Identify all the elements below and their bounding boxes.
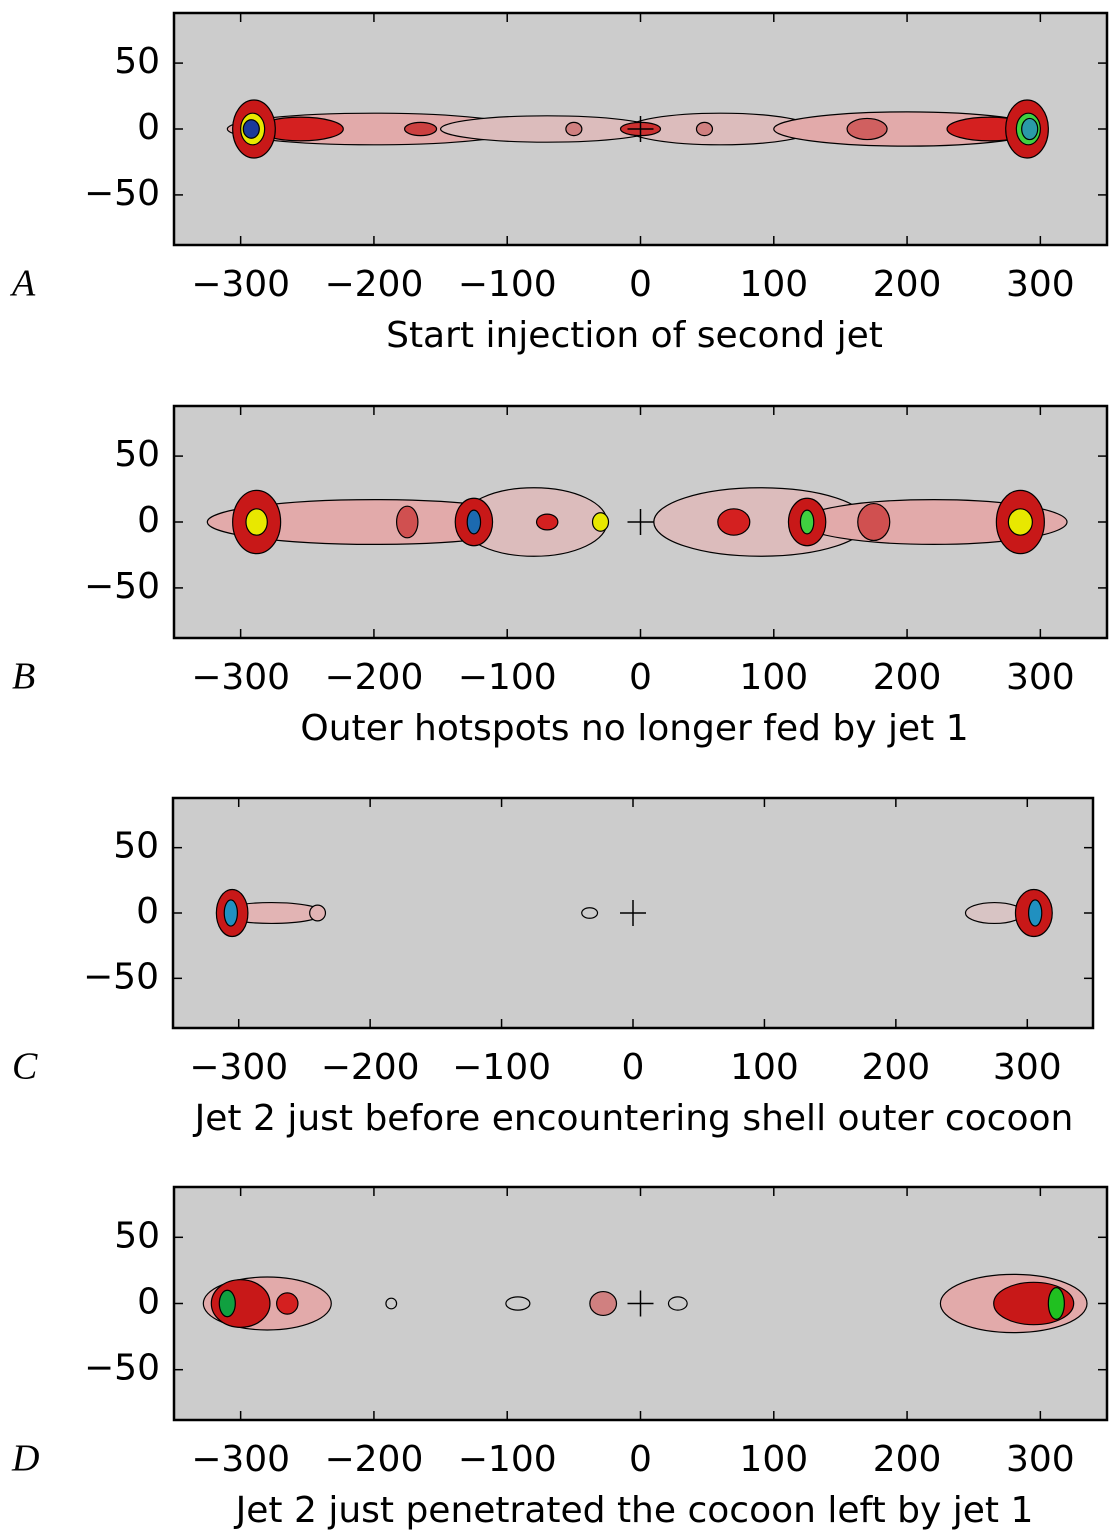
y-tick-label: −50	[84, 1348, 160, 1389]
x-tick-label: −200	[324, 657, 423, 698]
image-layer	[206, 487, 1068, 557]
panel-letter: C	[12, 1046, 38, 1088]
emission-region	[535, 513, 559, 531]
x-tick-label: −200	[324, 264, 423, 305]
emission-region	[964, 901, 1024, 925]
x-tick-label: 0	[629, 657, 652, 698]
y-tick-label: 0	[137, 1282, 160, 1323]
emission-region	[1027, 899, 1043, 927]
x-tick-label: −300	[189, 1047, 288, 1088]
image-layer	[215, 888, 1053, 938]
y-tick-label: −50	[84, 566, 160, 607]
x-tick-label: 300	[1006, 657, 1075, 698]
core-marker	[627, 1290, 654, 1317]
emission-region	[846, 117, 888, 141]
core-marker	[627, 509, 654, 535]
emission-region	[799, 509, 815, 535]
x-axis-label: Jet 2 just penetrated the cocoon left by…	[234, 1490, 1034, 1531]
emission-region	[242, 119, 260, 139]
emission-region	[403, 121, 438, 137]
panel-letter: A	[9, 263, 36, 305]
x-tick-label: 300	[993, 1047, 1062, 1088]
y-tick-label: 50	[113, 826, 159, 867]
x-tick-label: 300	[1006, 264, 1075, 305]
x-tick-label: −100	[458, 1439, 557, 1480]
x-tick-label: 200	[873, 657, 942, 698]
y-tick-label: 0	[137, 107, 160, 148]
x-tick-label: 200	[873, 264, 942, 305]
x-tick-label: −100	[458, 264, 557, 305]
emission-region	[466, 509, 482, 535]
emission-region	[223, 899, 238, 927]
x-axis-label: Jet 2 just before encountering shell out…	[193, 1098, 1074, 1139]
x-tick-label: −300	[191, 657, 290, 698]
emission-region	[717, 508, 751, 536]
y-tick-label: 50	[114, 434, 160, 475]
x-tick-label: 300	[1006, 1439, 1075, 1480]
y-tick-label: −50	[84, 173, 160, 214]
emission-region	[591, 512, 610, 532]
image-layer	[226, 99, 1049, 159]
emission-region	[385, 1297, 398, 1310]
emission-region	[1021, 117, 1039, 141]
emission-region	[395, 505, 419, 539]
emission-region	[581, 907, 599, 919]
x-tick-label: 0	[629, 1439, 652, 1480]
y-tick-label: 0	[137, 500, 160, 541]
emission-region	[505, 1296, 531, 1311]
panel-letter: B	[12, 656, 35, 698]
x-tick-label: 100	[739, 264, 808, 305]
emission-region	[565, 121, 583, 137]
emission-region	[857, 502, 891, 542]
emission-region	[1047, 1287, 1065, 1320]
x-axis-label: Start injection of second jet	[386, 315, 883, 356]
emission-region	[589, 1290, 618, 1317]
panel-letter: D	[11, 1438, 39, 1480]
x-tick-label: 100	[730, 1047, 799, 1088]
x-tick-label: 0	[622, 1047, 645, 1088]
x-tick-label: 100	[739, 657, 808, 698]
emission-region	[218, 1289, 236, 1318]
core-marker	[620, 900, 646, 926]
image-layer	[202, 1273, 1088, 1334]
x-tick-label: −200	[324, 1439, 423, 1480]
y-tick-label: 0	[136, 891, 159, 932]
x-tick-label: 200	[873, 1439, 942, 1480]
x-tick-label: −100	[458, 657, 557, 698]
emission-region	[667, 1296, 688, 1311]
emission-region	[276, 1292, 299, 1315]
x-tick-label: −300	[191, 264, 290, 305]
core-marker	[627, 116, 654, 142]
y-tick-label: −50	[83, 956, 159, 997]
x-axis-label: Outer hotspots no longer fed by jet 1	[300, 708, 968, 749]
x-tick-label: 100	[739, 1439, 808, 1480]
x-tick-label: −100	[452, 1047, 551, 1088]
x-tick-label: −300	[191, 1439, 290, 1480]
y-tick-label: 50	[114, 1215, 160, 1256]
x-tick-label: 200	[861, 1047, 930, 1088]
emission-region	[695, 121, 714, 137]
y-tick-label: 50	[114, 41, 160, 82]
x-tick-label: −200	[321, 1047, 420, 1088]
x-tick-label: 0	[629, 264, 652, 305]
emission-region	[309, 904, 327, 922]
emission-region	[1007, 508, 1033, 536]
emission-region	[245, 508, 268, 536]
